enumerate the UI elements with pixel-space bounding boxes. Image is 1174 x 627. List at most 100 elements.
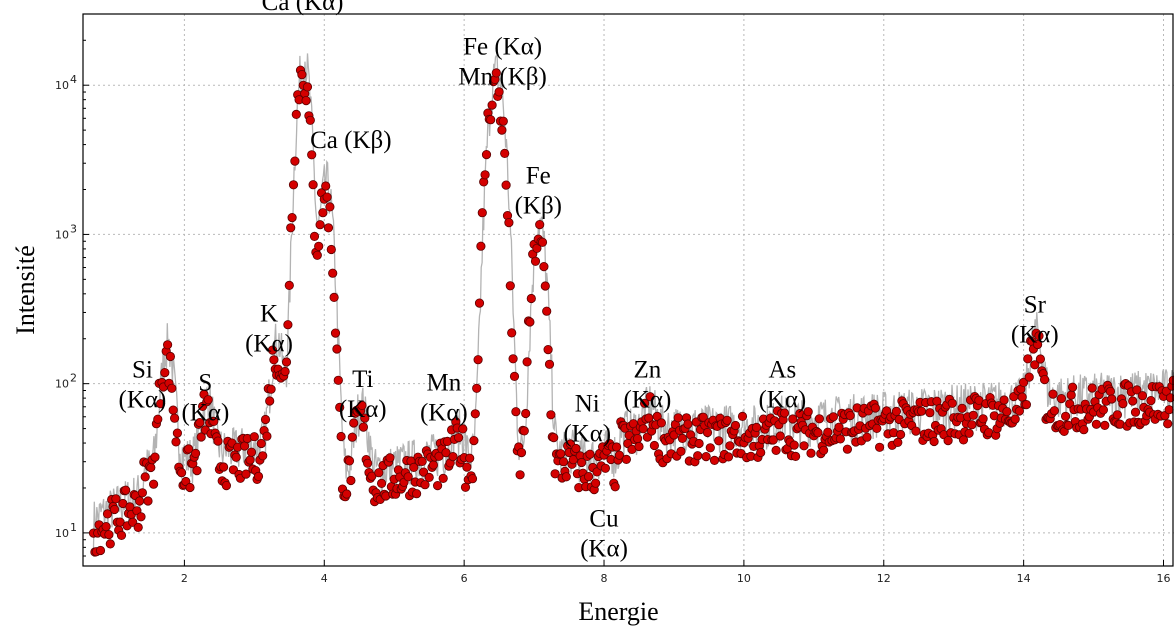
spectrum-point xyxy=(556,449,566,459)
spectrum-point xyxy=(542,306,552,316)
spectrum-point xyxy=(168,405,178,415)
spectrum-point xyxy=(632,433,643,444)
spectrum-point xyxy=(115,517,125,527)
spectrum-point xyxy=(105,539,115,549)
spectrum-point xyxy=(1118,399,1128,409)
spectrum-point xyxy=(330,328,341,338)
spectrum-point xyxy=(346,475,356,486)
spectrum-point xyxy=(374,468,384,478)
spectrum-point xyxy=(1105,386,1116,396)
y-tick-exponent: 1 xyxy=(70,521,77,534)
spectrum-point xyxy=(1146,395,1156,406)
spectrum-point xyxy=(507,328,517,338)
spectrum-point xyxy=(893,437,903,447)
spectrum-point xyxy=(360,413,370,423)
spectrum-point xyxy=(929,436,939,447)
spectrum-point xyxy=(1063,420,1074,430)
spectrum-point xyxy=(376,478,387,488)
spectrum-point xyxy=(1018,377,1029,387)
spectrum-point xyxy=(284,280,294,290)
spectrum-point xyxy=(1023,354,1033,364)
spectrum-point xyxy=(283,320,293,330)
peak-label: Ni (Kα) xyxy=(563,391,611,448)
spectrum-point xyxy=(347,432,357,442)
spectrum-point xyxy=(611,442,622,452)
spectrum-point xyxy=(751,422,762,432)
spectrum-point xyxy=(1002,406,1012,417)
spectrum-point xyxy=(342,489,352,499)
plot-frame xyxy=(82,13,1174,567)
y-tick-label: 10 xyxy=(55,527,69,540)
peak-label: Zn (Kα) xyxy=(623,356,671,413)
spectrum-point xyxy=(968,410,978,420)
spectrum-point xyxy=(349,418,359,428)
spectrum-point xyxy=(467,474,478,484)
peak-annotations: Ca (Kα) Ca (Kβ) Fe (Kα) Mn (Kβ) Fe (Kβ) K (Kα) S… xyxy=(119,0,1059,563)
spectrum-point xyxy=(241,469,251,479)
spectrum-point xyxy=(1066,390,1076,400)
spectrum-point xyxy=(1112,410,1123,420)
spectrum-point xyxy=(1098,405,1109,415)
spectrum-point xyxy=(1040,374,1050,385)
y-tick-exponent: 2 xyxy=(70,372,77,385)
spectrum-point xyxy=(638,424,648,434)
x-tick-label: 6 xyxy=(461,572,468,585)
peak-label: Cu (Kα) xyxy=(580,506,628,563)
spectrum-point xyxy=(184,444,194,454)
spectrum-point xyxy=(333,375,343,385)
spectrum-point xyxy=(150,452,160,462)
spectrum-point xyxy=(526,293,536,304)
spectrum-point xyxy=(472,383,482,393)
spectrum-point xyxy=(219,462,229,472)
spectrum-point xyxy=(177,468,187,478)
spectrum-point xyxy=(307,150,317,160)
spectrum-point xyxy=(336,431,346,442)
spectrum-point xyxy=(813,428,823,438)
spectrum-point xyxy=(676,446,686,456)
spectrum-point xyxy=(195,417,205,428)
spectrum-point xyxy=(417,456,427,466)
spectrum-point xyxy=(267,345,278,355)
spectrum-point xyxy=(771,445,781,455)
spectrum-point xyxy=(1021,399,1032,410)
spectrum-point xyxy=(1056,393,1067,404)
spectrum-point xyxy=(779,408,790,418)
spectrum-point xyxy=(323,223,334,233)
spectrum-point xyxy=(335,402,345,412)
spectrum-point xyxy=(947,398,957,408)
spectrum-point xyxy=(891,406,902,416)
peak-label: Ca (Kβ) xyxy=(310,127,391,154)
spectrum-point xyxy=(549,432,559,443)
spectrum-point xyxy=(705,443,715,453)
spectrum-point xyxy=(170,413,180,423)
peak-label: Fe (Kβ) xyxy=(515,162,562,219)
spectrum-point xyxy=(530,256,541,266)
x-tick-label: 16 xyxy=(1157,572,1171,585)
spectrum-point xyxy=(469,435,479,446)
spectrum-point xyxy=(799,441,809,451)
spectrum-point xyxy=(428,460,438,470)
spectrum-point xyxy=(480,170,490,180)
peak-label: Si (Kα) xyxy=(119,356,167,413)
spectrum-point xyxy=(561,472,571,482)
spectrum-point xyxy=(673,413,683,423)
spectrum-point xyxy=(136,512,146,522)
x-tick-label: 4 xyxy=(321,572,328,585)
spectrum-point xyxy=(196,432,206,442)
spectrum-point xyxy=(1035,354,1046,364)
peak-label: Ti (Kα) xyxy=(339,366,387,423)
spectrum-point xyxy=(1048,389,1058,399)
spectrum-point xyxy=(487,100,497,110)
spectrum-point xyxy=(460,482,471,492)
spectrum-point xyxy=(140,472,150,482)
spectrum-point xyxy=(701,451,711,462)
spectrum-point xyxy=(600,463,611,473)
spectrum-point xyxy=(165,351,175,362)
spectrum-point xyxy=(874,442,885,452)
spectrum-point xyxy=(326,244,336,255)
spectrum-point xyxy=(291,109,301,120)
spectrum-point xyxy=(583,471,594,482)
spectrum-point xyxy=(916,406,927,416)
spectrum-point xyxy=(143,496,153,506)
spectrum-point xyxy=(301,96,311,106)
